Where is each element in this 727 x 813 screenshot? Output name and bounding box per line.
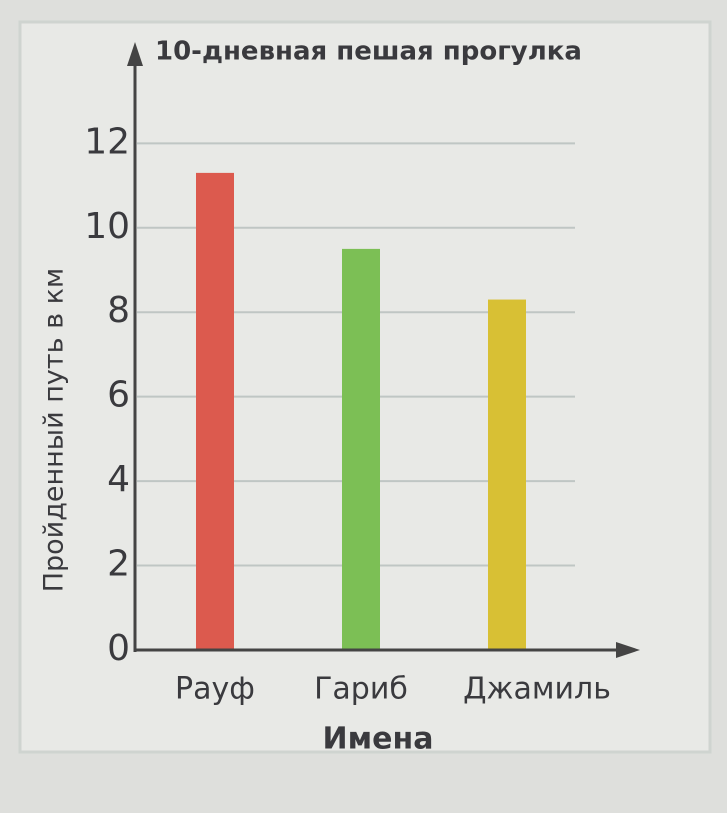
y-axis-label: Пройденный путь в км xyxy=(39,268,70,593)
y-tick-label: 0 xyxy=(107,628,130,669)
y-tick-label: 6 xyxy=(107,375,130,416)
x-tick-label: Рауф xyxy=(175,672,255,707)
y-arrow xyxy=(127,42,143,66)
bar xyxy=(488,299,526,650)
x-tick-label: Гариб xyxy=(314,672,408,707)
x-axis-label: Имена xyxy=(323,722,434,757)
x-tick-label: Джамиль xyxy=(463,672,611,707)
x-arrow xyxy=(616,642,640,658)
chart-title: 10-дневная пешая прогулка xyxy=(155,37,582,67)
bar xyxy=(196,172,234,650)
y-tick-label: 2 xyxy=(107,544,130,585)
y-tick-label: 10 xyxy=(84,206,130,247)
y-tick-label: 12 xyxy=(84,121,130,162)
y-tick-label: 8 xyxy=(107,290,130,331)
bar xyxy=(342,248,380,650)
y-tick-label: 4 xyxy=(107,459,130,500)
